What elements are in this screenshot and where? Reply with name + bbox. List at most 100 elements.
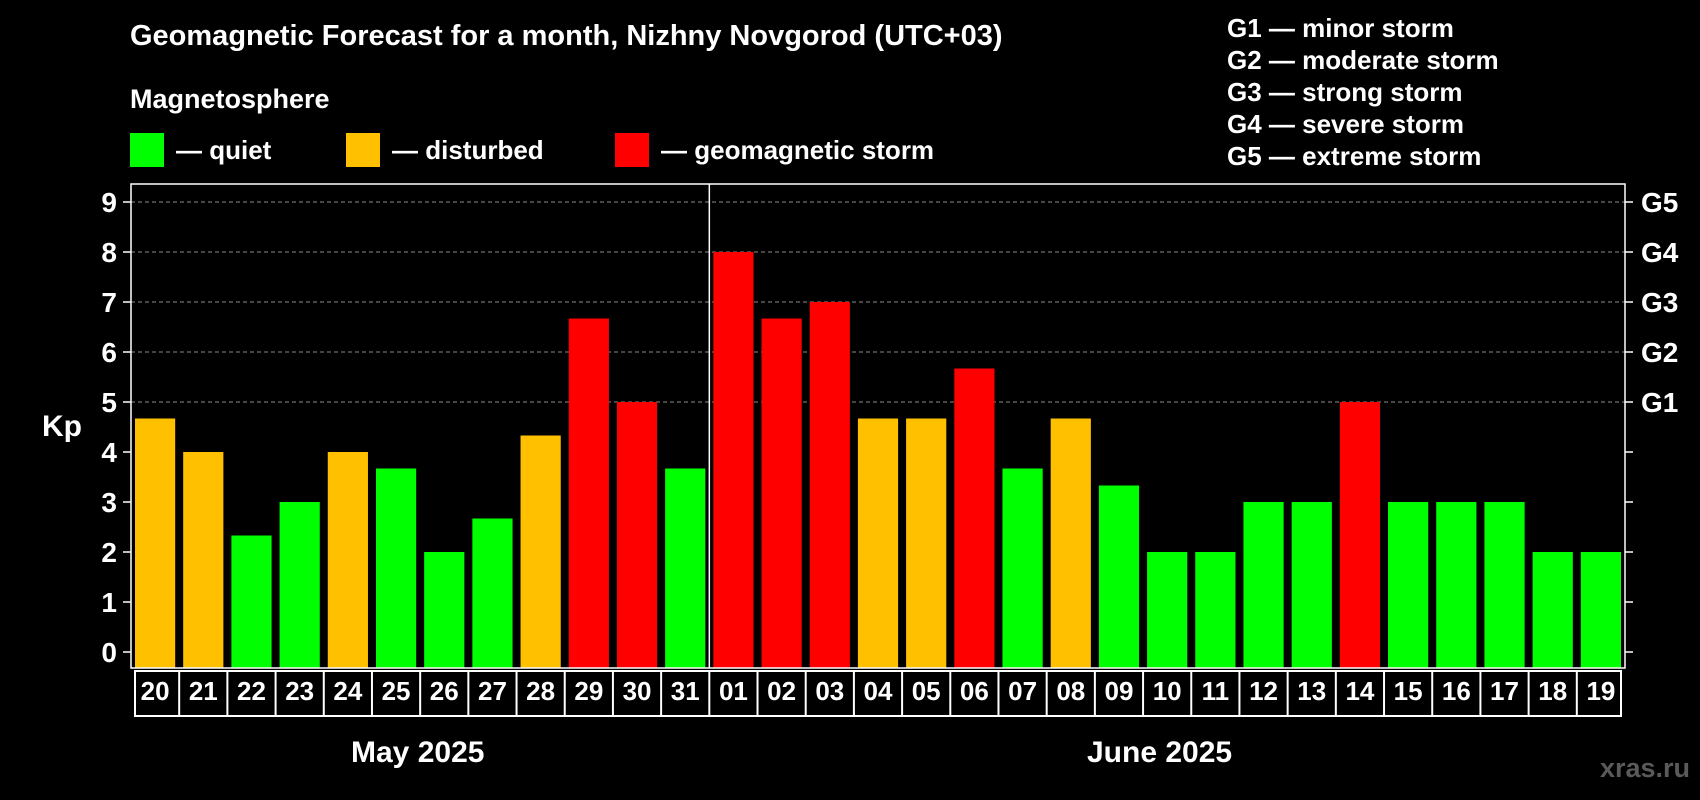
kp-bar [183, 452, 224, 668]
kp-bar [713, 252, 754, 668]
month-label-june: June 2025 [1087, 736, 1233, 769]
date-label: 03 [815, 676, 844, 706]
kp-bar [327, 452, 368, 668]
kp-bar [1532, 552, 1573, 668]
legend-disturbed: — disturbed [346, 133, 544, 167]
legend-label-quiet: — quiet [176, 134, 272, 165]
kp-bar [135, 418, 176, 668]
y-tick-label: 9 [101, 187, 117, 218]
date-label: 01 [719, 676, 748, 706]
date-label: 19 [1586, 676, 1615, 706]
legend-quiet: — quiet [130, 133, 271, 167]
date-label: 09 [1105, 676, 1134, 706]
date-label: 18 [1538, 676, 1567, 706]
kp-bar [1580, 552, 1621, 668]
date-label: 24 [333, 676, 362, 706]
date-label: 20 [141, 676, 170, 706]
watermark: xras.ru [1599, 753, 1690, 783]
date-label: 13 [1297, 676, 1326, 706]
kp-bar [1291, 502, 1332, 668]
date-label: 11 [1202, 676, 1230, 706]
date-label: 23 [285, 676, 314, 706]
date-label: 12 [1249, 676, 1278, 706]
kp-bar [1436, 502, 1477, 668]
g-scale-g1: G1 — minor storm [1227, 13, 1454, 43]
kp-bar [1098, 485, 1140, 668]
legend-swatch-storm [615, 133, 649, 167]
kp-bar [761, 318, 802, 668]
g-level-label: G3 [1641, 287, 1678, 318]
date-label: 22 [237, 676, 266, 706]
y-tick-label: 6 [101, 337, 117, 368]
date-label: 28 [526, 676, 555, 706]
kp-bar [665, 468, 706, 668]
g-level-label: G2 [1641, 337, 1678, 368]
kp-bar [906, 418, 947, 668]
g-scale-g5: G5 — extreme storm [1227, 141, 1482, 171]
date-label: 26 [430, 676, 459, 706]
kp-bar [954, 368, 995, 668]
date-label: 27 [478, 676, 507, 706]
date-label: 30 [623, 676, 652, 706]
g-level-label: G5 [1641, 187, 1678, 218]
kp-bar [809, 302, 850, 668]
legend-storm: — geomagnetic storm [615, 133, 934, 167]
y-tick-label: 3 [101, 487, 117, 518]
kp-bar [857, 418, 899, 668]
kp-bar [616, 402, 658, 668]
date-label: 10 [1153, 676, 1182, 706]
magnetosphere-label: Magnetosphere [130, 84, 330, 114]
date-label: 29 [574, 676, 603, 706]
y-tick-label: 0 [101, 637, 117, 668]
kp-bar [1002, 468, 1043, 668]
g-level-label: G1 [1641, 387, 1678, 418]
date-label: 07 [1008, 676, 1037, 706]
kp-bar [231, 535, 272, 668]
legend-label-disturbed: — disturbed [392, 134, 544, 165]
date-label: 02 [767, 676, 796, 706]
y-tick-label: 7 [101, 287, 117, 318]
kp-bar [568, 318, 609, 668]
month-label-may: May 2025 [351, 736, 485, 769]
date-row-frame [134, 670, 1622, 717]
kp-bar [424, 552, 465, 668]
date-label: 31 [671, 676, 700, 706]
kp-bar [1484, 502, 1525, 668]
date-label: 15 [1394, 676, 1423, 706]
g-scale-g2: G2 — moderate storm [1227, 45, 1499, 75]
date-label: 06 [960, 676, 989, 706]
date-label: 16 [1442, 676, 1471, 706]
y-tick-label: 8 [101, 237, 117, 268]
kp-bar [472, 518, 513, 668]
g-level-label: G4 [1641, 237, 1679, 268]
kp-bar [1243, 502, 1284, 668]
legend-swatch-disturbed [346, 133, 380, 167]
kp-bar [375, 468, 417, 668]
legend-swatch-quiet [130, 133, 164, 167]
kp-bar [520, 435, 561, 668]
plot-frame [130, 183, 1626, 669]
date-label: 17 [1490, 676, 1519, 706]
y-tick-label: 2 [101, 537, 117, 568]
kp-bar [1147, 552, 1188, 668]
kp-bar [1050, 418, 1091, 668]
g-scale-g3: G3 — strong storm [1227, 77, 1463, 107]
y-axis-label: Kp [42, 410, 82, 443]
y-tick-label: 4 [101, 437, 117, 468]
date-label: 04 [864, 676, 893, 706]
kp-bar [1195, 552, 1236, 668]
date-label: 25 [382, 676, 411, 706]
date-label: 14 [1345, 676, 1374, 706]
chart-title: Geomagnetic Forecast for a month, Nizhny… [130, 20, 1003, 52]
kp-bar [1388, 502, 1429, 668]
g-scale-legend: G1 — minor storm G2 — moderate storm G3 … [1227, 12, 1499, 172]
y-tick-label: 1 [101, 587, 117, 618]
g-scale-g4: G4 — severe storm [1227, 109, 1465, 139]
kp-bar [1339, 402, 1381, 668]
date-label: 21 [189, 676, 218, 706]
y-tick-label: 5 [101, 387, 117, 418]
legend-label-storm: — geomagnetic storm [661, 134, 935, 165]
kp-bar [279, 502, 320, 668]
date-label: 05 [912, 676, 941, 706]
